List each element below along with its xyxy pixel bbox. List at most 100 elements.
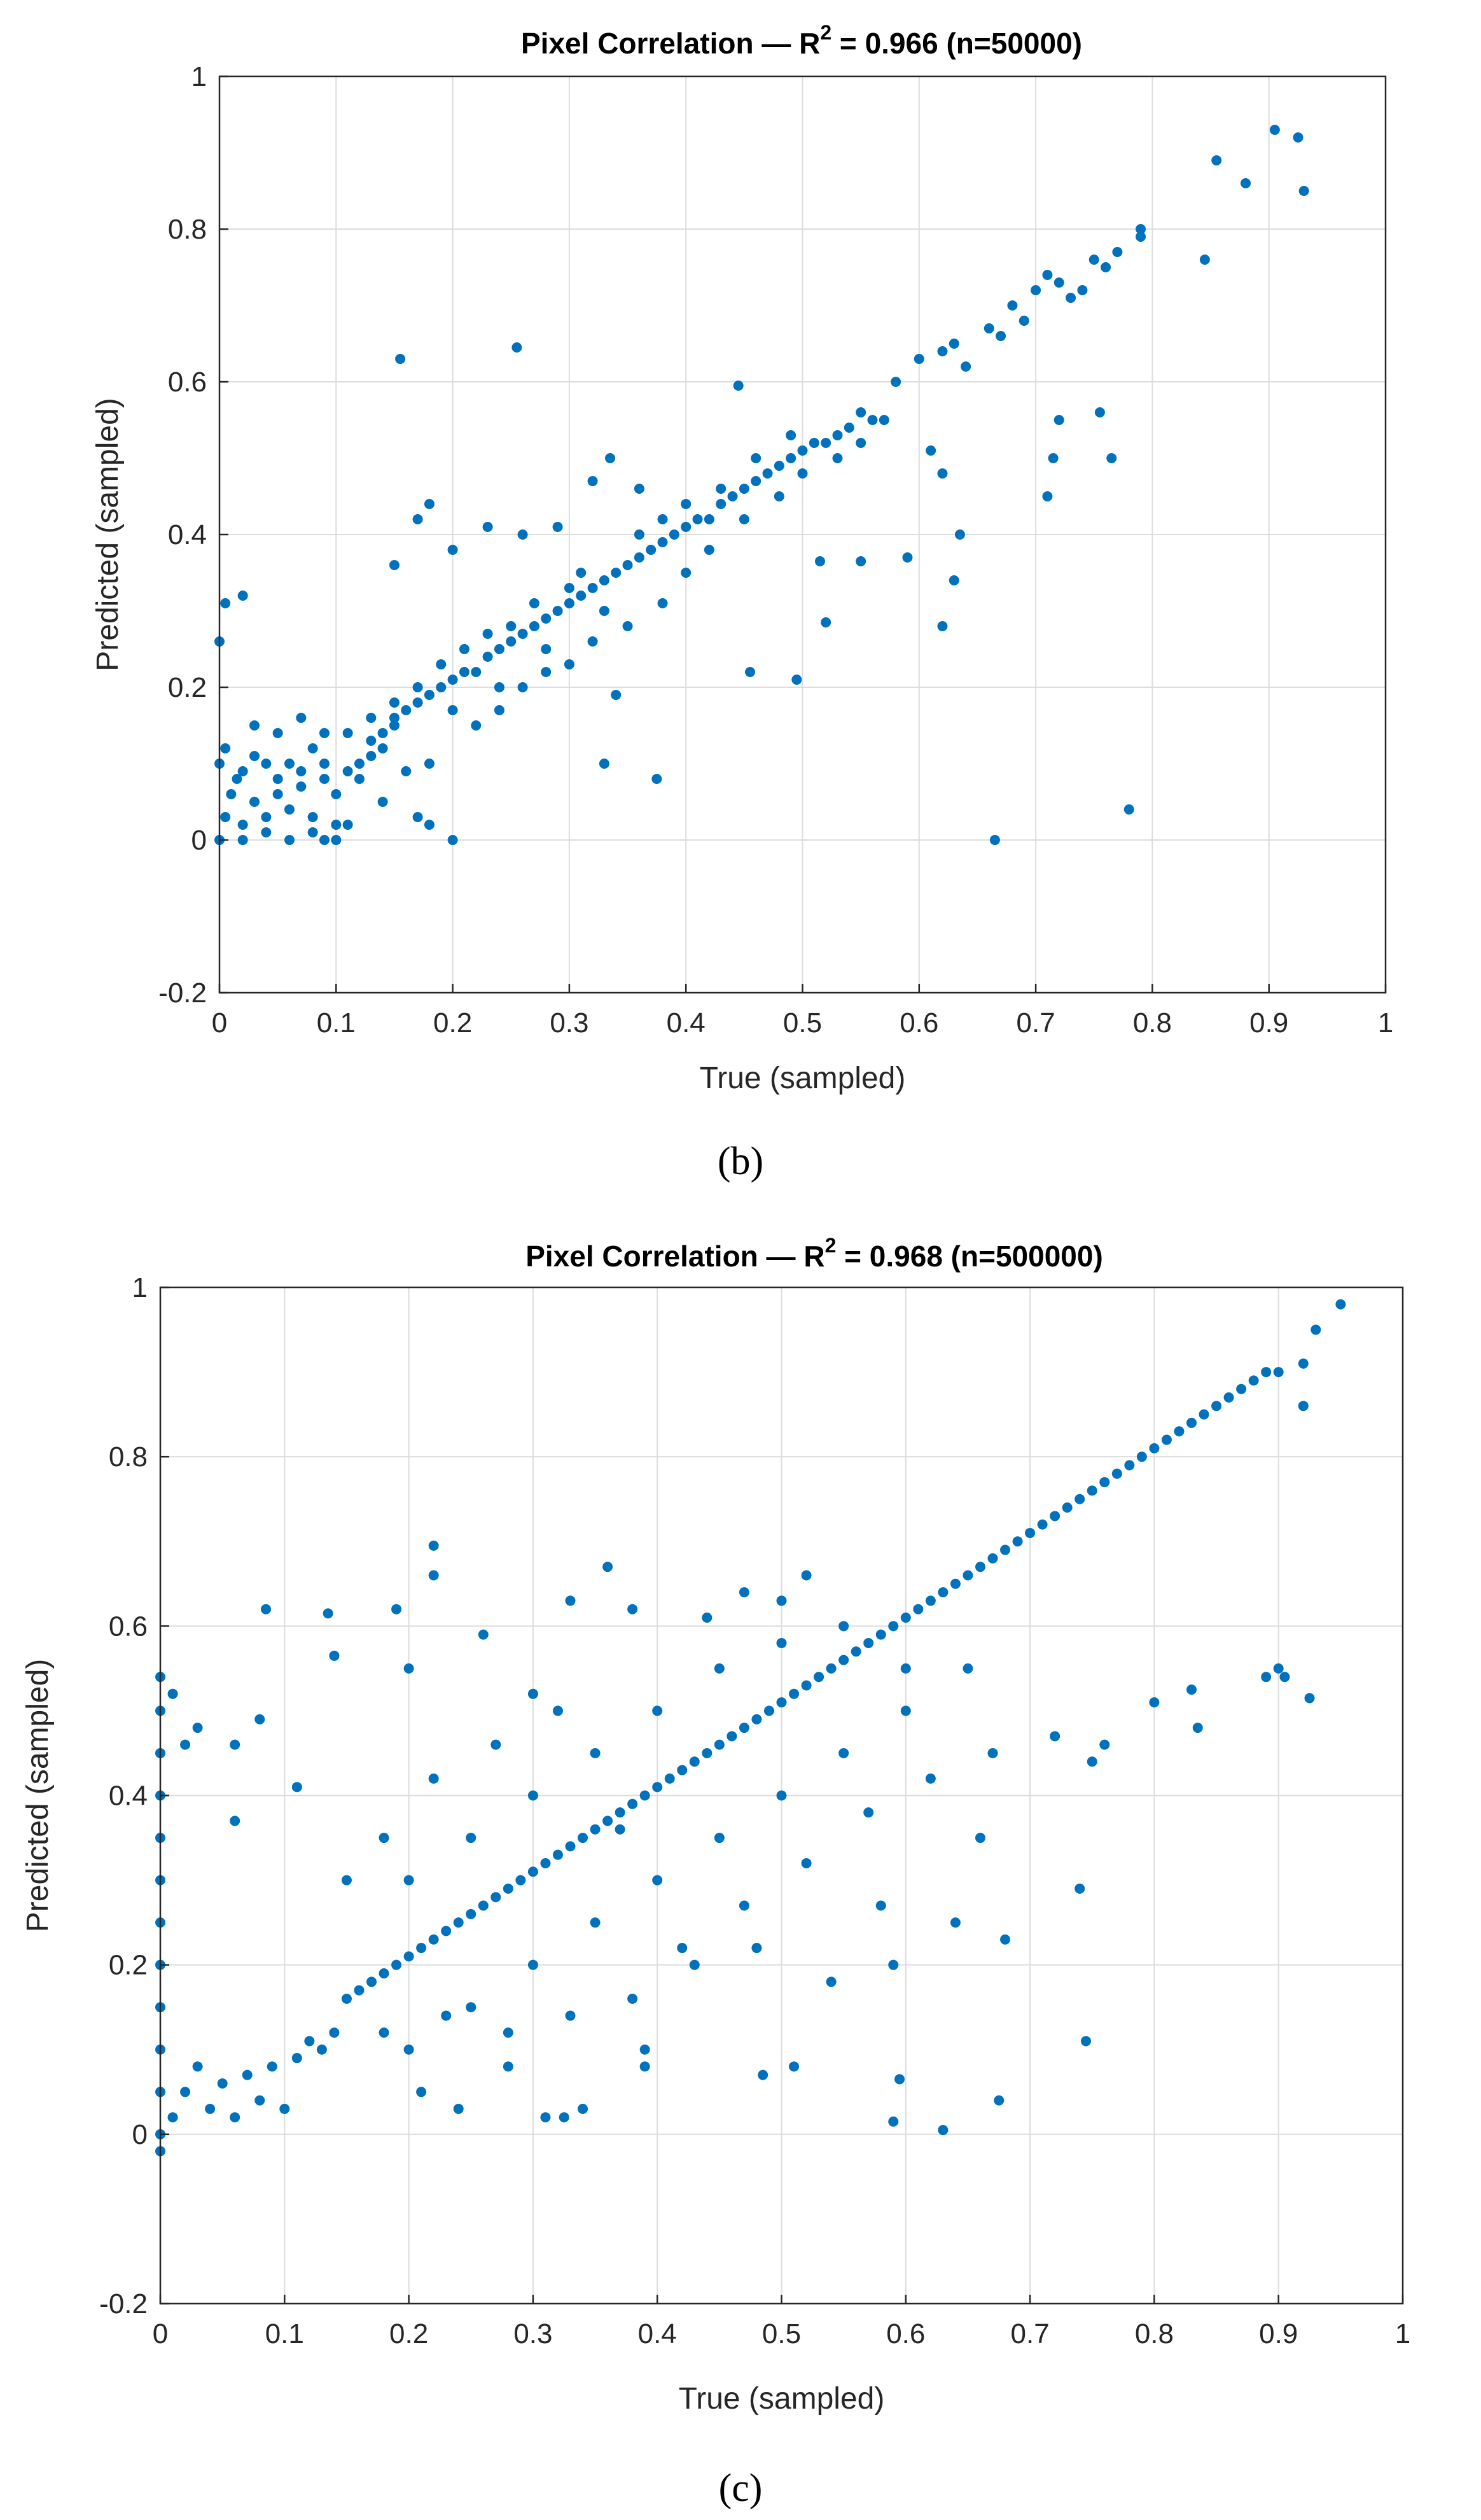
scatter-point	[826, 1663, 837, 1674]
scatter-point	[366, 713, 377, 723]
scatter-point	[395, 354, 406, 364]
scatter-point	[856, 556, 866, 566]
scatter-point	[403, 2044, 414, 2055]
scatter-point	[529, 598, 539, 608]
scatter-point	[466, 1908, 476, 1919]
scatter-point	[950, 1917, 961, 1928]
scatter-point	[716, 484, 727, 494]
scatter-point	[602, 1562, 613, 1572]
scatter-point	[331, 835, 342, 845]
scatter-point	[331, 789, 342, 799]
x-tick-label: 0.1	[317, 1007, 356, 1039]
scatter-point	[237, 820, 248, 830]
scatter-point	[436, 659, 447, 669]
y-tick-label: 0.8	[168, 214, 207, 245]
scatter-point	[459, 667, 469, 677]
scatter-point	[622, 621, 633, 631]
scatter-point	[1223, 1392, 1234, 1403]
scatter-point	[482, 629, 493, 639]
x-tick-label: 0.8	[1135, 2318, 1174, 2349]
scatter-point	[565, 1595, 576, 1606]
scatter-point	[669, 529, 679, 540]
scatter-point	[354, 774, 365, 784]
scatter-point	[527, 1688, 538, 1699]
scatter-point	[403, 1951, 414, 1962]
scatter-point	[261, 827, 272, 837]
scatter-point	[471, 720, 482, 731]
scatter-point	[888, 1621, 899, 1632]
scatter-point	[447, 545, 458, 555]
x-axis-label: True (sampled)	[679, 2382, 885, 2416]
scatter-point	[466, 2002, 476, 2013]
scatter-point	[704, 545, 714, 555]
scatter-point	[482, 522, 493, 532]
scatter-point	[564, 583, 574, 593]
x-tick-label: 0	[153, 2318, 168, 2349]
y-axis-label: Predicted (sampled)	[21, 1659, 55, 1933]
scatter-point	[341, 1993, 352, 2004]
scatter-point	[1053, 415, 1064, 425]
scatter-point	[1261, 1367, 1272, 1378]
scatter-point	[809, 438, 819, 448]
scatter-point	[540, 2112, 551, 2123]
scatter-point	[714, 1663, 725, 1674]
scatter-point	[786, 453, 796, 463]
scatter-point	[503, 2061, 513, 2072]
scatter-point	[599, 575, 609, 585]
scatter-point	[366, 736, 377, 746]
scatter-point	[789, 2061, 800, 2072]
y-tick-label: 0.4	[168, 519, 207, 550]
scatter-point	[937, 621, 948, 631]
scatter-point	[602, 1816, 613, 1826]
scatter-point	[237, 766, 248, 776]
scatter-point	[517, 682, 528, 692]
scatter-point	[961, 361, 971, 372]
scatter-point	[856, 438, 866, 448]
scatter-point	[590, 1747, 601, 1758]
scatter-point	[888, 2116, 899, 2127]
scatter-point	[714, 1833, 725, 1844]
scatter-point	[403, 1875, 414, 1886]
scatter-point	[494, 644, 504, 654]
scatter-point	[296, 713, 307, 723]
scatter-point	[639, 2044, 650, 2055]
scatter-point	[913, 1604, 924, 1614]
scatter-point	[441, 1926, 452, 1936]
scatter-point	[1087, 1756, 1097, 1767]
scatter-point	[776, 1595, 787, 1606]
scatter-point	[739, 514, 749, 524]
scatter-point	[627, 1798, 638, 1809]
scatter-point	[975, 1833, 985, 1844]
scatter-point	[230, 2112, 240, 2123]
scatter-point	[1050, 1511, 1060, 1522]
scatter-point	[284, 804, 295, 815]
scatter-point	[975, 1562, 985, 1572]
scatter-point	[391, 1604, 402, 1614]
scatter-point	[938, 1587, 949, 1598]
scatter-point	[237, 835, 248, 845]
scatter-point	[774, 461, 784, 471]
scatter-point	[379, 1833, 389, 1844]
scatter-point	[789, 1688, 800, 1699]
scatter-point	[254, 2095, 265, 2106]
scatter-point	[1066, 293, 1076, 303]
scatter-point	[937, 346, 948, 356]
scatter-point	[389, 697, 400, 708]
scatter-point	[1241, 178, 1251, 188]
chart-title: Pixel Correlation — R2 = 0.968 (n=500000…	[525, 1234, 1103, 1273]
scatter-point	[949, 575, 959, 585]
scatter-point	[1298, 1401, 1309, 1411]
scatter-point	[821, 438, 831, 448]
scatter-point	[677, 1943, 688, 1954]
axis-ticks: 0 0.1 0.2 0.3 0.4 0.5 0.6 0.7 0.8 0.9 1-0.200.20.4…	[158, 61, 1393, 1039]
scatter-point	[634, 484, 644, 494]
scatter-point	[615, 1824, 625, 1835]
scatter-point	[826, 1977, 837, 1987]
scatter-point	[416, 1943, 427, 1954]
x-tick-label: 0.2	[433, 1007, 472, 1039]
scatter-point	[1273, 1663, 1284, 1674]
x-tick-label: 0.1	[265, 2318, 304, 2349]
scatter-point	[1048, 453, 1059, 463]
scatter-point	[739, 1587, 749, 1598]
y-axis-label: Predicted (sampled)	[91, 398, 125, 671]
